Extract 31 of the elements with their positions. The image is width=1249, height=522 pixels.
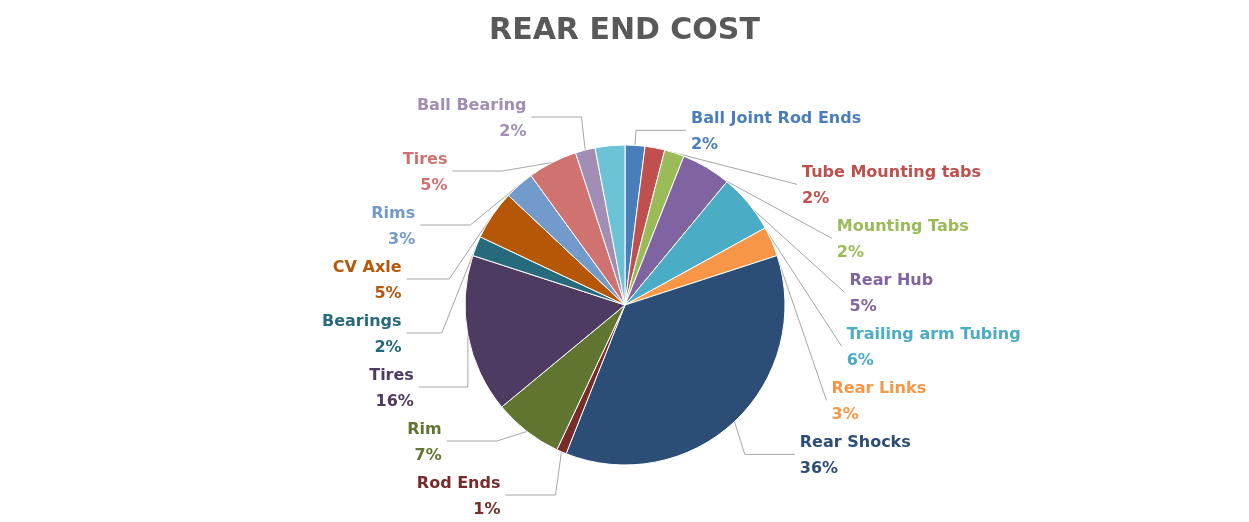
slice-label: Rim	[407, 418, 442, 438]
data-label: 36%	[799, 457, 839, 477]
slice-label: Trailing arm Tubing	[846, 323, 1021, 343]
slice-label: Rear Shocks	[799, 431, 911, 451]
data-label: 3%	[388, 228, 416, 248]
slice-label: Rear Hub	[849, 269, 934, 289]
data-label: 2%	[499, 120, 527, 140]
slice-label: Bearings	[321, 310, 402, 330]
slice-label: Rear Links	[831, 377, 927, 397]
slice-label: Tires	[402, 148, 448, 168]
chart-title: REAR END COST	[489, 10, 761, 46]
data-label: 2%	[690, 133, 719, 153]
data-label: 6%	[846, 349, 874, 369]
data-label: 16%	[375, 390, 414, 410]
data-label: 5%	[420, 174, 448, 194]
data-label: 2%	[374, 336, 402, 356]
data-label: 1%	[473, 498, 501, 518]
slice-label: Ball Joint Rod Ends	[690, 107, 862, 127]
slice-label: CV Axle	[332, 256, 402, 276]
slice-label: Tires	[369, 364, 414, 384]
slice-label: Tube Mounting tabs	[802, 161, 982, 181]
data-label: 2%	[836, 241, 865, 261]
slice-label: Rims	[371, 202, 416, 222]
data-label: 2%	[802, 187, 830, 207]
slice-label: Rod Ends	[416, 472, 501, 492]
slice-label: Ball Bearing	[416, 94, 527, 114]
slice-label: Mounting Tabs	[836, 215, 969, 235]
data-label: 5%	[849, 295, 877, 315]
data-label: 7%	[414, 444, 442, 464]
data-label: 5%	[374, 282, 402, 302]
data-label: 3%	[831, 403, 859, 423]
